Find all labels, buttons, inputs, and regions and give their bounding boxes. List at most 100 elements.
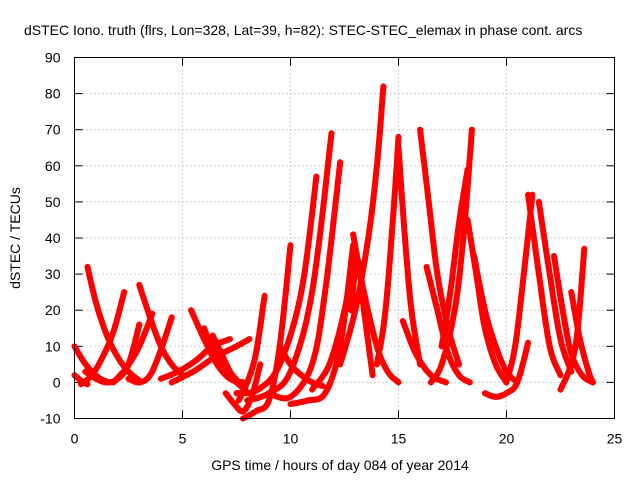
data-point: [544, 256, 551, 262]
data-point: [442, 320, 449, 327]
data-point: [137, 286, 144, 293]
data-point: [258, 313, 265, 320]
data-point: [112, 321, 119, 328]
data-point: [457, 207, 464, 214]
data-point: [468, 126, 475, 133]
data-point: [561, 349, 568, 356]
data-point: [437, 289, 444, 296]
data-point: [519, 286, 526, 293]
data-point: [561, 378, 568, 385]
data-point: [361, 257, 368, 264]
data-point: [99, 320, 106, 327]
data-point: [333, 190, 340, 197]
data-point: [403, 250, 410, 257]
data-point: [547, 348, 554, 355]
data-point: [85, 268, 92, 275]
data-point: [282, 289, 289, 296]
data-point: [512, 343, 519, 350]
data-point: [131, 340, 138, 347]
data-point: [451, 307, 458, 314]
y-tick-label: 30: [45, 266, 61, 282]
x-tick-label: 25: [607, 431, 623, 447]
data-point: [452, 300, 459, 307]
data-point: [353, 250, 360, 257]
data-point: [318, 316, 325, 323]
x-tick-labels: 0 5 10 15 20 25: [71, 431, 623, 447]
data-point: [408, 307, 415, 314]
data-point: [485, 338, 491, 344]
data-point: [572, 310, 579, 317]
data-point: [369, 206, 376, 213]
data-point: [484, 315, 491, 322]
data-point: [525, 196, 532, 203]
data-point: [337, 361, 344, 368]
data-point: [515, 376, 522, 383]
data-point: [523, 345, 530, 352]
data-point: [208, 342, 215, 349]
data-point: [430, 292, 437, 299]
data-point: [539, 294, 546, 301]
data-point: [527, 209, 534, 216]
data-point: [474, 271, 481, 278]
data-point: [352, 244, 359, 251]
x-tick-label: 10: [283, 431, 299, 447]
data-point: [434, 271, 441, 278]
data-point: [438, 361, 445, 368]
x-tick-label: 20: [499, 431, 515, 447]
data-point: [456, 220, 462, 227]
data-point: [368, 363, 375, 370]
data-point: [342, 344, 349, 351]
data-point: [400, 216, 407, 223]
data-point: [367, 220, 374, 227]
data-point: [92, 296, 99, 303]
data-point: [417, 131, 424, 137]
data-point: [409, 344, 416, 351]
data-point: [279, 324, 285, 331]
data-point: [248, 367, 255, 374]
data-point: [350, 278, 357, 285]
data-point: [556, 290, 563, 296]
data-point: [315, 242, 322, 249]
series-arc28: [399, 318, 449, 386]
data-point: [132, 335, 139, 342]
data-point: [285, 373, 292, 380]
data-point: [88, 279, 95, 286]
data-point: [106, 340, 113, 347]
y-axis-label: dSTEC / TECUs: [7, 187, 23, 289]
data-point: [95, 306, 102, 313]
data-point: [395, 379, 402, 386]
data-point: [366, 350, 373, 357]
data-point: [249, 364, 256, 371]
data-point: [153, 358, 160, 365]
data-point: [305, 240, 312, 247]
data-point: [118, 298, 125, 305]
data-point: [524, 236, 531, 242]
data-point: [98, 317, 105, 324]
data-point: [424, 191, 431, 198]
data-point: [285, 337, 292, 344]
data-point: [142, 329, 149, 336]
data-point: [563, 330, 570, 337]
data-point: [504, 375, 511, 382]
data-point: [551, 256, 558, 263]
data-point: [453, 240, 460, 247]
data-point: [397, 175, 404, 182]
data-point: [488, 330, 495, 337]
data-point: [270, 381, 277, 388]
data-point: [302, 267, 308, 273]
data-point: [568, 361, 575, 368]
data-point: [161, 336, 168, 343]
data-point: [298, 382, 305, 389]
data-point: [441, 353, 448, 360]
data-point: [558, 302, 565, 308]
data-point: [119, 294, 126, 301]
data-point: [316, 331, 322, 338]
data-point: [553, 265, 559, 272]
data-point: [513, 337, 519, 344]
data-point: [373, 170, 380, 177]
data-point: [252, 408, 259, 415]
data-point: [311, 275, 318, 282]
data-point: [438, 294, 445, 301]
y-tick-label: 0: [53, 374, 61, 390]
data-point: [434, 307, 441, 314]
